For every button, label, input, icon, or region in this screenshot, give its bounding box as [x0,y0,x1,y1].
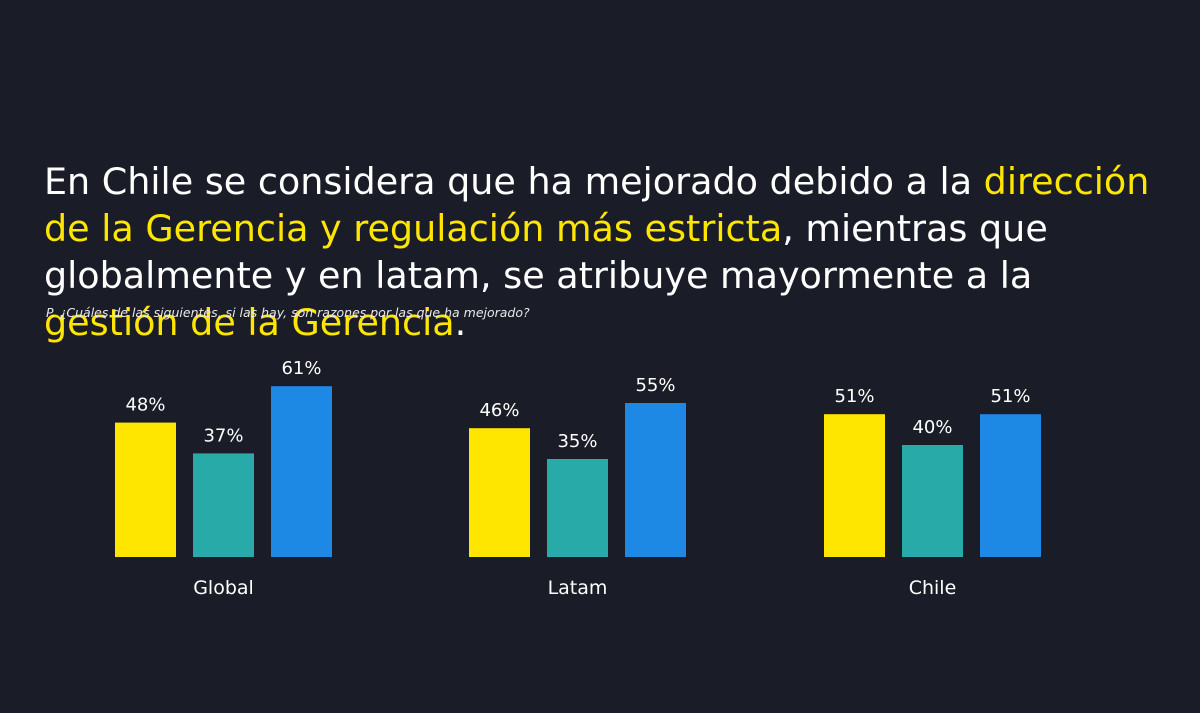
bar-group-global: 48% 37% 61% Global [115,358,332,599]
data-label-latam-2: 35% [557,431,597,452]
headline-text-1: En Chile se considera que ha mejorado de… [44,160,984,203]
bar-group-latam: 46% 35% 55% Latam [469,375,686,599]
category-label-chile: Chile [909,577,957,599]
category-label-latam: Latam [548,577,608,599]
data-label-global-2: 37% [203,425,243,446]
headline: En Chile se considera que ha mejorado de… [44,158,1174,346]
data-label-latam-1: 46% [479,400,519,421]
bar-global-2 [193,453,254,557]
bar-chile-2 [902,445,963,557]
data-label-chile-1: 51% [834,386,874,407]
question-text: P. ¿Cuáles de las siguientes, si las hay… [46,305,530,320]
bar-latam-3 [625,403,686,557]
bar-chile-3 [980,414,1041,557]
data-label-latam-3: 55% [635,375,675,396]
headline-highlight-2: gestión de la Gerencia [44,301,455,344]
data-label-chile-2: 40% [912,417,952,438]
category-label-global: Global [193,577,254,599]
data-label-global-3: 61% [281,358,321,379]
bar-group-chile: 51% 40% 51% Chile [824,386,1041,599]
bar-latam-1 [469,428,530,557]
headline-text-2: , mientras que globalmente y en latam, s… [44,207,1048,297]
data-label-global-1: 48% [125,395,165,416]
bar-latam-2 [547,459,608,557]
bar-chile-1 [824,414,885,557]
headline-highlight-1: dirección de la Gerencia y regulación má… [44,160,1150,250]
headline-text-3: . [454,301,467,344]
bar-global-1 [115,422,176,557]
bar-global-3 [271,386,332,557]
data-label-chile-3: 51% [990,386,1030,407]
